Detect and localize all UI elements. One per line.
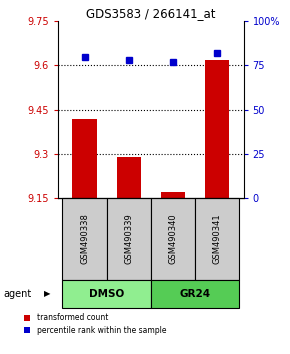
Text: agent: agent — [3, 289, 31, 299]
Text: GSM490339: GSM490339 — [124, 213, 133, 264]
Bar — [151, 280, 239, 308]
Legend: transformed count, percentile rank within the sample: transformed count, percentile rank withi… — [18, 313, 167, 335]
Bar — [107, 198, 151, 280]
Title: GDS3583 / 266141_at: GDS3583 / 266141_at — [86, 7, 215, 20]
Bar — [205, 59, 229, 198]
Text: GSM490338: GSM490338 — [80, 213, 89, 264]
Bar — [195, 198, 239, 280]
Text: GSM490340: GSM490340 — [168, 213, 177, 264]
Bar — [72, 119, 97, 198]
Bar — [62, 198, 107, 280]
Bar — [117, 157, 141, 198]
Text: GSM490341: GSM490341 — [213, 213, 222, 264]
Bar — [161, 192, 185, 198]
Bar — [62, 280, 151, 308]
Text: GR24: GR24 — [180, 289, 211, 299]
Bar — [151, 198, 195, 280]
Text: ▶: ▶ — [44, 289, 50, 298]
Text: DMSO: DMSO — [89, 289, 124, 299]
